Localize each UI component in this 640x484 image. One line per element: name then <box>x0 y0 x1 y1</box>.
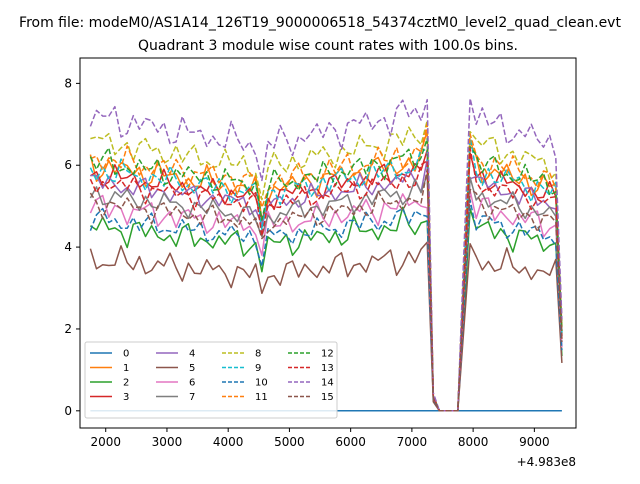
series-line-6 <box>89 189 563 412</box>
y-tick-label: 2 <box>64 322 72 336</box>
legend-label-0: 0 <box>123 349 129 360</box>
chart-title: Quadrant 3 module wise count rates with … <box>138 38 518 54</box>
y-tick-label: 4 <box>64 240 72 254</box>
y-tick-label: 6 <box>64 158 72 172</box>
legend-label-5: 5 <box>189 363 195 374</box>
series-line-13 <box>89 147 563 412</box>
plot-lines <box>89 97 563 412</box>
series-line-12 <box>89 137 563 412</box>
x-tick-label: 8000 <box>458 435 489 449</box>
x-axis: 2000 3000 4000 5000 6000 7000 8000 9000 <box>90 428 550 449</box>
series-line-15 <box>89 168 563 412</box>
x-tick-label: 6000 <box>335 435 366 449</box>
series-line-8 <box>90 119 563 412</box>
x-tick-label: 4000 <box>213 435 244 449</box>
series-line-3 <box>89 149 563 412</box>
series-line-5 <box>89 241 563 412</box>
legend-label-4: 4 <box>189 349 195 360</box>
legend-label-2: 2 <box>123 378 129 389</box>
legend-label-3: 3 <box>123 392 129 403</box>
series-line-7 <box>89 173 563 412</box>
legend-label-7: 7 <box>189 392 195 403</box>
legend-label-1: 1 <box>123 363 129 374</box>
x-offset-label: +4.983e8 <box>517 455 576 469</box>
x-tick-label: 7000 <box>397 435 428 449</box>
legend-label-14: 14 <box>321 378 334 389</box>
legend-label-6: 6 <box>189 378 195 389</box>
chart-suptitle: From file: modeM0/AS1A14_126T19_90000065… <box>19 15 621 31</box>
x-tick-label: 2000 <box>90 435 121 449</box>
legend-label-13: 13 <box>321 363 334 374</box>
legend-label-8: 8 <box>255 349 261 360</box>
legend-label-15: 15 <box>321 392 334 403</box>
legend-label-12: 12 <box>321 349 334 360</box>
plot-area-frame <box>79 57 577 429</box>
x-tick-label: 5000 <box>274 435 305 449</box>
legend-label-9: 9 <box>255 363 261 374</box>
series-line-14 <box>89 97 563 412</box>
series-line-9 <box>89 133 563 412</box>
y-tick-label: 8 <box>64 76 72 90</box>
series-line-11 <box>90 123 563 412</box>
series-line-10 <box>89 199 563 412</box>
y-tick-label: 0 <box>64 404 72 418</box>
series-line-2 <box>89 206 563 412</box>
x-tick-label: 3000 <box>152 435 183 449</box>
legend-label-10: 10 <box>255 378 268 389</box>
legend-box <box>84 341 338 419</box>
y-axis: 0 2 4 6 8 <box>64 76 80 418</box>
x-tick-label: 9000 <box>519 435 550 449</box>
legend-label-11: 11 <box>255 392 268 403</box>
